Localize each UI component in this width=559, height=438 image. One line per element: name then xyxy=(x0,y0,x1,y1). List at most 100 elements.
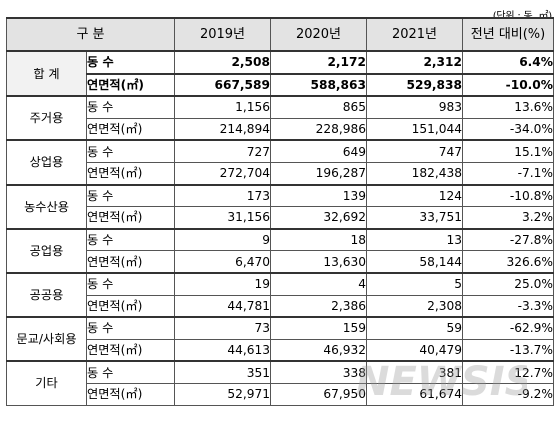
value-2019: 727 xyxy=(174,139,271,163)
metric-label: 동 수 xyxy=(86,95,175,119)
value-2021: 59 xyxy=(366,316,463,340)
value-change: -3.3% xyxy=(462,294,554,318)
value-2020: 13,630 xyxy=(270,250,367,274)
value-2021: 529,838 xyxy=(366,73,463,98)
value-2020: 67,950 xyxy=(270,382,367,406)
value-2021: 33,751 xyxy=(366,206,463,230)
metric-label: 연면적(㎡) xyxy=(86,338,175,362)
value-change: 6.4% xyxy=(462,50,554,75)
metric-label: 연면적(㎡) xyxy=(86,382,175,406)
value-2021: 40,479 xyxy=(366,338,463,362)
table-row: 문교/사회용 동 수 73 159 59 -62.9% xyxy=(6,316,554,362)
metric-label: 연면적(㎡) xyxy=(86,161,175,186)
table-row: 연면적(㎡) 44,613 46,932 40,479 -13.7% xyxy=(7,338,554,362)
metric-label: 동 수 xyxy=(86,139,175,163)
value-2021: 13 xyxy=(366,227,463,252)
value-change: -34.0% xyxy=(462,117,554,141)
value-change: 13.6% xyxy=(462,95,554,119)
metric-label: 동 수 xyxy=(86,50,175,75)
table-row: 연면적(㎡) 52,971 67,950 61,674 -9.2% xyxy=(7,382,554,406)
value-2021: 58,144 xyxy=(366,250,463,274)
table-row: 연면적(㎡) 31,156 32,692 33,751 3.2% xyxy=(7,206,554,230)
metric-label: 연면적(㎡) xyxy=(86,73,175,98)
value-change: 3.2% xyxy=(462,206,554,230)
value-2021: 61,674 xyxy=(366,382,463,406)
value-2021: 5 xyxy=(366,271,463,296)
value-2019: 667,589 xyxy=(174,73,271,98)
value-2020: 588,863 xyxy=(270,73,367,98)
table-row: 연면적(㎡) 667,589 588,863 529,838 -10.0% xyxy=(7,73,554,98)
value-change: -10.0% xyxy=(462,73,554,98)
metric-label: 연면적(㎡) xyxy=(86,206,175,230)
value-2020: 32,692 xyxy=(270,206,367,230)
value-2019: 19 xyxy=(174,271,271,296)
value-2020: 228,986 xyxy=(270,117,367,141)
value-2021: 983 xyxy=(366,95,463,119)
table-row: 연면적(㎡) 6,470 13,630 58,144 326.6% xyxy=(7,250,554,274)
value-change: -13.7% xyxy=(462,338,554,362)
value-change: 12.7% xyxy=(462,360,554,384)
category-cell: 주거용 xyxy=(6,95,87,141)
table-row: 연면적(㎡) 272,704 196,287 182,438 -7.1% xyxy=(7,161,554,186)
value-change: -9.2% xyxy=(462,382,554,406)
value-2021: 124 xyxy=(366,183,463,208)
value-change: -62.9% xyxy=(462,316,554,340)
metric-label: 연면적(㎡) xyxy=(86,250,175,274)
table-row: 농수산용 동 수 173 139 124 -10.8% xyxy=(6,183,554,230)
value-change: 25.0% xyxy=(462,271,554,296)
value-2021: 182,438 xyxy=(366,161,463,186)
metric-label: 연면적(㎡) xyxy=(86,294,175,318)
value-2020: 159 xyxy=(270,316,367,340)
category-cell: 문교/사회용 xyxy=(6,316,87,362)
table-row: 공공용 동 수 19 4 5 25.0% xyxy=(6,271,554,318)
value-2019: 44,781 xyxy=(174,294,271,318)
header-2021: 2021년 xyxy=(366,17,463,52)
value-2020: 46,932 xyxy=(270,338,367,362)
value-2019: 214,894 xyxy=(174,117,271,141)
table-row: 주거용 동 수 1,156 865 983 13.6% xyxy=(6,95,554,141)
value-2019: 351 xyxy=(174,360,271,384)
header-category: 구 분 xyxy=(6,17,175,52)
metric-label: 동 수 xyxy=(86,316,175,340)
value-2019: 272,704 xyxy=(174,161,271,186)
category-cell: 공업용 xyxy=(6,227,87,274)
value-2020: 2,172 xyxy=(270,50,367,75)
value-change: 326.6% xyxy=(462,250,554,274)
value-2020: 196,287 xyxy=(270,161,367,186)
value-2019: 1,156 xyxy=(174,95,271,119)
value-2021: 747 xyxy=(366,139,463,163)
value-change: 15.1% xyxy=(462,139,554,163)
table-row: 연면적(㎡) 214,894 228,986 151,044 -34.0% xyxy=(7,117,554,141)
value-2020: 2,386 xyxy=(270,294,367,318)
value-2019: 44,613 xyxy=(174,338,271,362)
header-2020: 2020년 xyxy=(270,17,367,52)
value-2020: 139 xyxy=(270,183,367,208)
value-2021: 2,312 xyxy=(366,50,463,75)
value-2019: 2,508 xyxy=(174,50,271,75)
value-2019: 173 xyxy=(174,183,271,208)
value-change: -7.1% xyxy=(462,161,554,186)
header-row: 구 분 2019년 2020년 2021년 전년 대비(%) xyxy=(6,17,554,52)
table-row: 상업용 동 수 727 649 747 15.1% xyxy=(6,139,554,186)
value-2019: 6,470 xyxy=(174,250,271,274)
value-2019: 9 xyxy=(174,227,271,252)
value-2020: 18 xyxy=(270,227,367,252)
value-2021: 2,308 xyxy=(366,294,463,318)
value-2021: 151,044 xyxy=(366,117,463,141)
table-row: 기타 동 수 351 338 381 12.7% xyxy=(6,360,554,406)
metric-label: 연면적(㎡) xyxy=(86,117,175,141)
category-cell: 공공용 xyxy=(6,271,87,318)
value-change: -10.8% xyxy=(462,183,554,208)
category-cell: 상업용 xyxy=(6,139,87,186)
metric-label: 동 수 xyxy=(86,183,175,208)
value-2019: 52,971 xyxy=(174,382,271,406)
value-2021: 381 xyxy=(366,360,463,384)
metric-label: 동 수 xyxy=(86,360,175,384)
category-cell: 농수산용 xyxy=(6,183,87,230)
table-row: 연면적(㎡) 44,781 2,386 2,308 -3.3% xyxy=(7,294,554,318)
value-change: -27.8% xyxy=(462,227,554,252)
value-2020: 338 xyxy=(270,360,367,384)
value-2020: 865 xyxy=(270,95,367,119)
